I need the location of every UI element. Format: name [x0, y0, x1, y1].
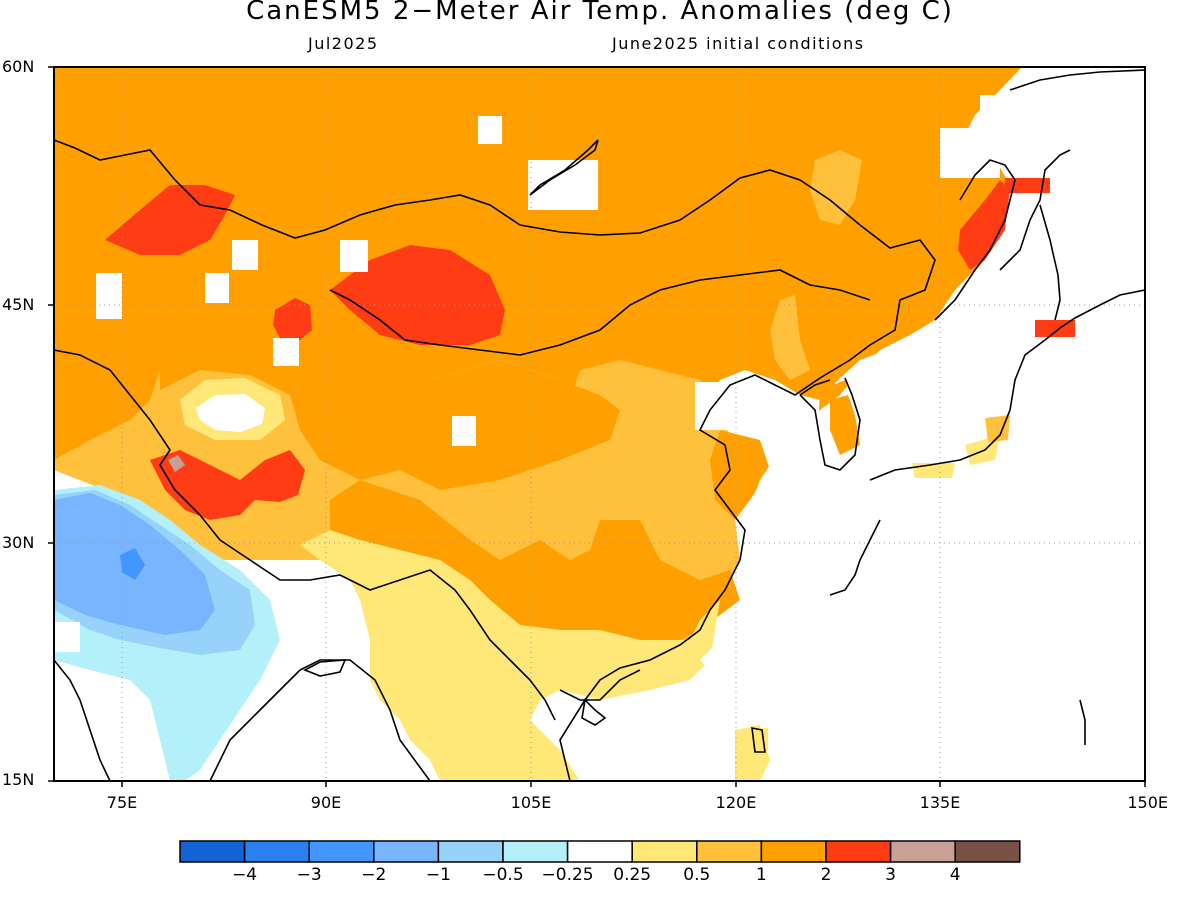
anomaly-region-0.25-to-0.5 [912, 463, 955, 478]
mask-cell [340, 240, 368, 272]
lon-label-105e: 105E [511, 793, 552, 812]
colorbar-swatch [179, 840, 246, 863]
colorbar-label: 3 [885, 865, 896, 885]
axis-ticks [48, 66, 1146, 787]
colorbar-label: −1 [426, 865, 451, 885]
anomaly-region-2-to-3 [105, 185, 235, 255]
anomaly-region-2-to-3 [330, 245, 505, 345]
mask-cell [695, 382, 735, 430]
mask-cell [452, 416, 476, 446]
lat-label-45n: 45N [2, 295, 34, 314]
anomaly-region-0.5-to-1 [985, 415, 1010, 442]
initial-conditions: June2025 initial conditions [612, 34, 865, 53]
colorbar-swatch [954, 840, 1021, 863]
mask-cell [232, 240, 258, 270]
colorbar-label: 4 [950, 865, 961, 885]
lon-label-90e: 90E [311, 793, 341, 812]
anomaly-region-2-to-3 [1005, 178, 1050, 193]
anomaly-region-0.5-to-1 [810, 150, 862, 225]
anomaly-region-0.5-to-1 [770, 295, 810, 380]
anomaly-region-2-to-3 [150, 450, 305, 520]
colorbar: −4 −3 −2 −1 −0.5 −0.25 0.25 0.5 1 2 3 4 [179, 840, 1021, 885]
colorbar-label: −3 [297, 865, 322, 885]
lon-label-120e: 120E [716, 793, 757, 812]
colorbar-swatch [502, 840, 569, 863]
anomaly-region-1-to-2 [830, 395, 860, 455]
colorbar-label: 2 [821, 865, 832, 885]
lat-label-15n: 15N [2, 770, 34, 789]
anomaly-region-1-to-2 [710, 430, 770, 520]
colorbar-swatch [631, 840, 698, 863]
anomaly-region-1-to-2 [330, 480, 740, 640]
latitude-labels: 15N 30N 45N 60N [2, 57, 34, 789]
map-title: CanESM5 2−Meter Air Temp. Anomalies (deg… [246, 0, 954, 26]
mask-cell [54, 622, 80, 652]
colorbar-swatch [825, 840, 892, 863]
anomaly-region-2-to-3 [273, 298, 312, 340]
colorbar-label: −0.5 [482, 865, 523, 885]
colorbar-swatch [243, 840, 310, 863]
colorbar-label: −4 [232, 865, 257, 885]
mask-cell [205, 273, 229, 303]
anomaly-region-0.25-to-0.5 [300, 530, 720, 781]
anomaly-region-1-to-2 [160, 350, 620, 490]
mask-cell [273, 338, 299, 366]
mask-cell [96, 273, 122, 319]
colorbar-label: 1 [756, 865, 767, 885]
anomaly-field [54, 67, 1145, 781]
anomaly-region-minus-2-to-minus-3 [120, 548, 145, 580]
mask-cell [940, 128, 1000, 178]
lat-label-30n: 30N [2, 533, 34, 552]
colorbar-label: 0.25 [613, 865, 651, 885]
colorbar-swatch [308, 840, 375, 863]
mask-ocean [700, 67, 1145, 781]
anomaly-region-2-to-3 [958, 180, 1010, 270]
colorbar-swatch [437, 840, 504, 863]
lat-label-60n: 60N [2, 57, 34, 76]
colorbar-label: 0.5 [683, 865, 710, 885]
lon-label-75e: 75E [107, 793, 137, 812]
anomaly-region-near-zero [196, 394, 265, 432]
lon-label-135e: 135E [920, 793, 961, 812]
colorbar-swatch [760, 840, 827, 863]
colorbar-label: −2 [361, 865, 386, 885]
colorbar-label: −0.25 [542, 865, 594, 885]
mask-cell [528, 160, 598, 210]
colorbar-swatch [373, 840, 440, 863]
colorbar-swatch [566, 840, 633, 863]
colorbar-swatch [889, 840, 956, 863]
mask-cell [478, 116, 502, 144]
lon-label-150e: 150E [1127, 793, 1168, 812]
longitude-labels: 75E 90E 105E 120E 135E 150E [107, 793, 1168, 812]
anomaly-region-0.25-to-0.5 [965, 435, 1000, 465]
map-frame [53, 66, 1146, 782]
anomaly-region-3-to-4 [168, 455, 185, 472]
forecast-month: Jul2025 [308, 34, 379, 53]
colorbar-swatch [696, 840, 763, 863]
coastlines [54, 69, 1145, 781]
